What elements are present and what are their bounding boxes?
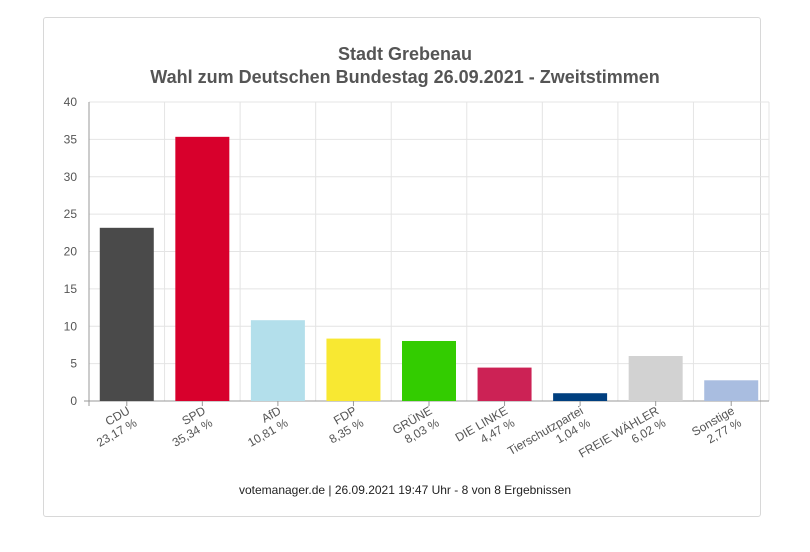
y-tick-label: 15 [64, 282, 78, 296]
bar [553, 393, 608, 401]
y-tick-label: 30 [64, 170, 78, 184]
y-tick-label: 25 [64, 207, 78, 221]
chart-subtitle: Wahl zum Deutschen Bundestag 26.09.2021 … [150, 67, 660, 87]
y-tick-label: 0 [70, 394, 77, 408]
bar [326, 338, 381, 401]
y-tick-label: 35 [64, 132, 78, 146]
y-tick-label: 5 [70, 357, 77, 371]
bar [99, 227, 154, 401]
chart-card [43, 17, 761, 517]
bar [175, 136, 230, 401]
y-tick-label: 20 [64, 245, 78, 259]
bar [704, 380, 759, 401]
y-tick-label: 10 [64, 319, 78, 333]
bar [477, 367, 532, 401]
chart-title: Stadt Grebenau [337, 44, 473, 64]
bar [402, 340, 456, 401]
y-tick-label: 40 [64, 95, 78, 109]
bar [628, 356, 683, 401]
chart-footer: votemanager.de | 26.09.2021 19:47 Uhr - … [238, 483, 571, 497]
bar [250, 320, 305, 401]
